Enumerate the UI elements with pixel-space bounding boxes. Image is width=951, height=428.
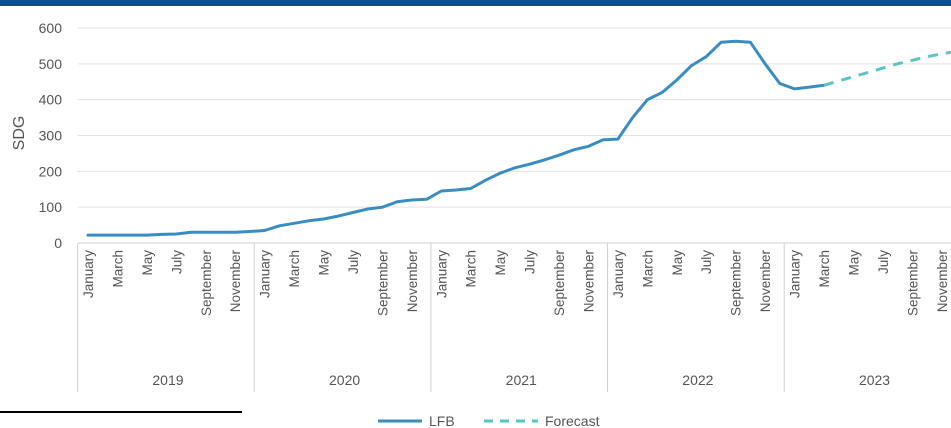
x-tick-label-2021-september: September — [552, 250, 567, 317]
year-label-2022: 2022 — [682, 372, 713, 388]
x-tick-label-2020-january: January — [258, 250, 273, 298]
y-tick-label-100: 100 — [39, 199, 63, 215]
year-label-2023: 2023 — [859, 372, 890, 388]
x-axis-year-groups: 2019 2020 2021 2022 2023 — [77, 243, 890, 392]
x-tick-label-2023-march: March — [817, 250, 832, 288]
x-tick-label-2020-september: September — [375, 250, 390, 317]
x-tick-label-2022-march: March — [640, 250, 655, 288]
x-tick-label-2021-november: November — [581, 250, 596, 313]
series-layer — [86, 39, 951, 237]
x-tick-label-2019-may: May — [140, 250, 155, 276]
x-tick-label-2022-november: November — [758, 250, 773, 313]
x-tick-label-2023-november: November — [935, 250, 950, 313]
x-tick-label-2019-september: September — [199, 250, 214, 317]
x-tick-label-2020-may: May — [317, 250, 332, 276]
x-tick-label-2022-may: May — [670, 250, 685, 276]
footnote-rule — [0, 411, 242, 413]
x-tick-label-2022-july: July — [699, 250, 714, 274]
x-axis-month-ticks: January March May July September November Janu… — [81, 250, 950, 317]
legend-label-forecast: Forecast — [545, 413, 600, 428]
x-tick-label-2022-january: January — [611, 250, 626, 298]
y-tick-label-500: 500 — [39, 56, 63, 72]
top-accent-bar — [0, 0, 951, 6]
year-label-2021: 2021 — [506, 372, 537, 388]
x-tick-label-2021-july: July — [523, 250, 538, 274]
x-tick-label-2021-january: January — [434, 250, 449, 298]
x-tick-label-2019-march: March — [110, 250, 125, 288]
y-tick-label-200: 200 — [39, 163, 63, 179]
legend: LFB Forecast — [378, 413, 600, 428]
x-tick-label-2021-may: May — [493, 250, 508, 276]
x-tick-label-2019-july: July — [169, 250, 184, 274]
x-tick-label-2020-july: July — [346, 250, 361, 274]
y-tick-label-300: 300 — [39, 128, 63, 144]
x-tick-label-2019-january: January — [81, 250, 96, 298]
x-tick-label-2023-july: July — [876, 250, 891, 274]
legend-label-lfb: LFB — [429, 413, 455, 428]
year-label-2019: 2019 — [152, 372, 183, 388]
x-tick-label-2020-march: March — [287, 250, 302, 288]
x-tick-label-2021-march: March — [464, 250, 479, 288]
series-line-lfb — [86, 39, 826, 237]
y-tick-label-400: 400 — [39, 92, 63, 108]
series-line-forecast — [823, 50, 951, 87]
x-tick-label-2023-may: May — [846, 250, 861, 276]
grid-lines — [78, 27, 951, 208]
y-axis-title: SDG — [11, 116, 28, 151]
x-tick-label-2022-september: September — [729, 250, 744, 317]
y-tick-label-0: 0 — [54, 235, 62, 251]
x-tick-label-2023-january: January — [788, 250, 803, 298]
x-tick-label-2023-september: September — [905, 250, 920, 317]
x-tick-label-2020-november: November — [405, 250, 420, 313]
y-axis-ticks: 0 100 200 300 400 500 600 — [39, 20, 63, 251]
year-label-2020: 2020 — [329, 372, 360, 388]
y-tick-label-600: 600 — [39, 20, 63, 36]
x-tick-label-2019-november: November — [228, 250, 243, 313]
